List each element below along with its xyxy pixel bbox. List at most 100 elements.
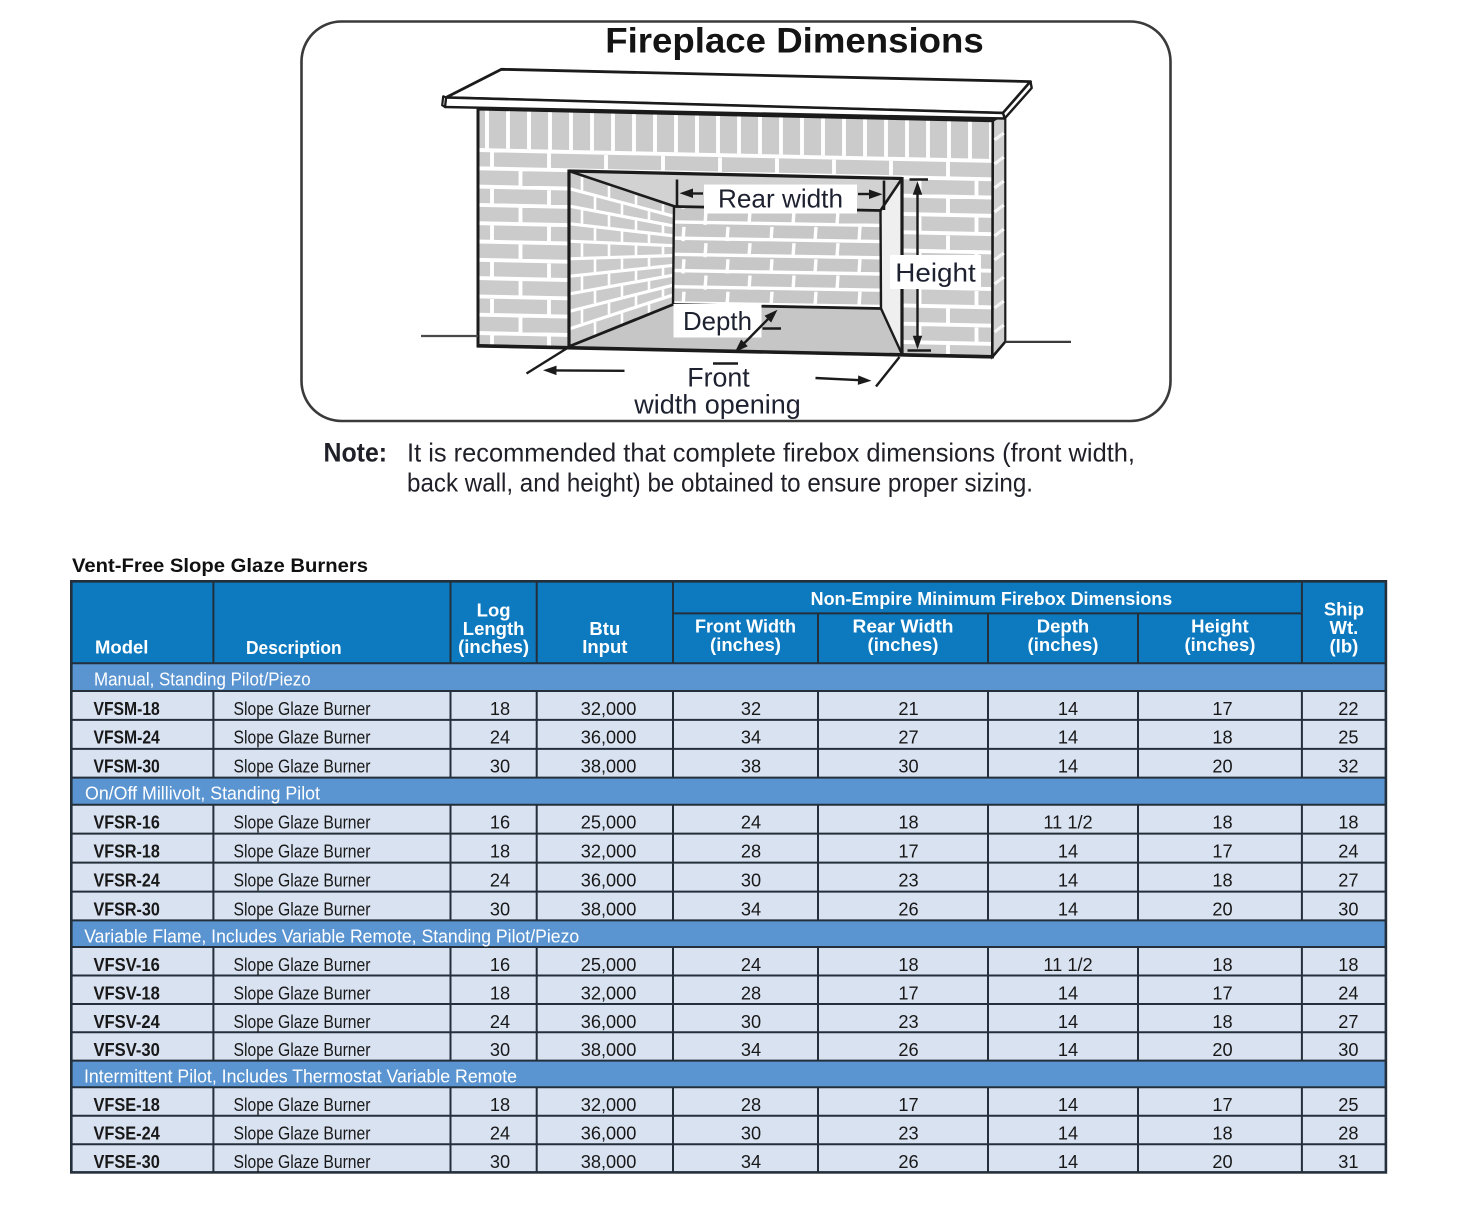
svg-text:30: 30: [490, 899, 510, 919]
svg-text:Manual, Standing Pilot/Piezo: Manual, Standing Pilot/Piezo: [94, 668, 311, 689]
svg-text:24: 24: [490, 870, 510, 890]
svg-text:VFSM-18: VFSM-18: [94, 699, 160, 719]
svg-text:17: 17: [898, 1095, 918, 1115]
svg-text:27: 27: [1338, 870, 1358, 890]
svg-text:VFSM-30: VFSM-30: [94, 757, 160, 777]
svg-text:32,000: 32,000: [581, 983, 637, 1003]
svg-text:VFSR-18: VFSR-18: [94, 841, 160, 861]
svg-text:Slope Glaze Burner: Slope Glaze Burner: [234, 955, 371, 975]
svg-text:38,000: 38,000: [581, 899, 637, 919]
svg-text:Slope Glaze Burner: Slope Glaze Burner: [234, 983, 371, 1003]
svg-text:36,000: 36,000: [581, 1124, 637, 1144]
svg-text:30: 30: [1338, 1040, 1358, 1060]
svg-text:25: 25: [1338, 728, 1358, 748]
svg-text:28: 28: [741, 983, 761, 1003]
svg-text:18: 18: [1212, 1124, 1232, 1144]
svg-text:36,000: 36,000: [581, 870, 637, 890]
svg-text:32,000: 32,000: [581, 841, 637, 861]
svg-text:Non-Empire Minimum Firebox Dim: Non-Empire Minimum Firebox Dimensions: [811, 588, 1173, 609]
svg-text:Intermittent Pilot, Includes T: Intermittent Pilot, Includes Thermostat …: [84, 1066, 517, 1087]
svg-text:14: 14: [1058, 1124, 1078, 1144]
svg-text:20: 20: [1212, 899, 1232, 919]
svg-text:38,000: 38,000: [581, 1152, 637, 1172]
svg-text:Slope Glaze Burner: Slope Glaze Burner: [234, 728, 371, 748]
svg-text:(inches): (inches): [1184, 634, 1255, 655]
svg-text:18: 18: [1212, 813, 1232, 833]
svg-text:32,000: 32,000: [581, 1095, 637, 1115]
svg-text:Slope Glaze Burner: Slope Glaze Burner: [234, 1095, 371, 1115]
svg-text:26: 26: [898, 899, 918, 919]
svg-text:VFSV-30: VFSV-30: [94, 1040, 160, 1060]
svg-text:34: 34: [741, 899, 761, 919]
svg-text:On/Off Millivolt, Standing Pil: On/Off Millivolt, Standing Pilot: [85, 783, 320, 804]
svg-text:Slope Glaze Burner: Slope Glaze Burner: [234, 1152, 371, 1172]
svg-text:23: 23: [898, 1012, 918, 1032]
svg-text:Note:: Note:: [324, 437, 388, 467]
svg-text:14: 14: [1058, 1152, 1078, 1172]
svg-text:30: 30: [898, 757, 918, 777]
svg-text:23: 23: [898, 1124, 918, 1144]
svg-text:14: 14: [1058, 1040, 1078, 1060]
svg-text:Slope Glaze Burner: Slope Glaze Burner: [234, 870, 371, 890]
svg-text:24: 24: [1338, 841, 1358, 861]
svg-text:18: 18: [490, 983, 510, 1003]
svg-text:16: 16: [490, 955, 510, 975]
svg-text:18: 18: [1212, 1012, 1232, 1032]
svg-text:Vent-Free Slope Glaze Burners: Vent-Free Slope Glaze Burners: [72, 555, 368, 577]
svg-text:Slope Glaze Burner: Slope Glaze Burner: [234, 1040, 371, 1060]
svg-text:17: 17: [898, 983, 918, 1003]
svg-text:28: 28: [741, 841, 761, 861]
svg-text:25: 25: [1338, 1095, 1358, 1115]
svg-text:Input: Input: [582, 636, 627, 657]
svg-text:(lb): (lb): [1330, 635, 1359, 656]
svg-text:28: 28: [1338, 1124, 1358, 1144]
svg-text:14: 14: [1058, 841, 1078, 861]
svg-text:34: 34: [741, 1152, 761, 1172]
svg-text:11 1/2: 11 1/2: [1043, 813, 1092, 833]
svg-text:24: 24: [490, 1124, 510, 1144]
svg-text:18: 18: [1212, 955, 1232, 975]
svg-text:Depth: Depth: [683, 306, 752, 336]
svg-text:width opening: width opening: [633, 390, 800, 420]
svg-text:14: 14: [1058, 699, 1078, 719]
svg-text:26: 26: [898, 1152, 918, 1172]
svg-text:36,000: 36,000: [581, 1012, 637, 1032]
svg-text:38: 38: [741, 757, 761, 777]
svg-text:VFSE-30: VFSE-30: [94, 1152, 160, 1172]
svg-text:38,000: 38,000: [581, 1040, 637, 1060]
svg-text:Rear width: Rear width: [718, 184, 843, 214]
svg-text:30: 30: [490, 757, 510, 777]
svg-text:Slope Glaze Burner: Slope Glaze Burner: [234, 699, 371, 719]
svg-text:30: 30: [1338, 899, 1358, 919]
svg-text:Slope Glaze Burner: Slope Glaze Burner: [234, 1012, 371, 1032]
svg-text:17: 17: [1212, 1095, 1232, 1115]
svg-text:VFSV-24: VFSV-24: [94, 1012, 160, 1032]
svg-text:30: 30: [741, 1124, 761, 1144]
svg-text:14: 14: [1058, 1012, 1078, 1032]
svg-text:32,000: 32,000: [581, 699, 637, 719]
svg-text:18: 18: [1338, 813, 1358, 833]
svg-text:VFSV-16: VFSV-16: [94, 955, 160, 975]
svg-text:14: 14: [1058, 983, 1078, 1003]
svg-text:18: 18: [1212, 870, 1232, 890]
svg-text:VFSE-24: VFSE-24: [94, 1124, 160, 1144]
svg-text:Description: Description: [246, 637, 342, 658]
svg-text:24: 24: [741, 813, 761, 833]
svg-text:(inches): (inches): [458, 636, 529, 657]
svg-text:25,000: 25,000: [581, 955, 637, 975]
svg-text:18: 18: [490, 1095, 510, 1115]
svg-text:(inches): (inches): [710, 634, 781, 655]
svg-text:17: 17: [898, 841, 918, 861]
svg-text:18: 18: [898, 955, 918, 975]
svg-text:24: 24: [490, 1012, 510, 1032]
svg-text:20: 20: [1212, 757, 1232, 777]
svg-text:17: 17: [1212, 983, 1232, 1003]
svg-text:14: 14: [1058, 728, 1078, 748]
svg-text:25,000: 25,000: [581, 813, 637, 833]
svg-text:VFSV-18: VFSV-18: [94, 983, 160, 1003]
svg-text:30: 30: [741, 870, 761, 890]
svg-text:(inches): (inches): [1028, 634, 1099, 655]
svg-text:24: 24: [1338, 983, 1358, 1003]
svg-text:18: 18: [490, 699, 510, 719]
svg-text:14: 14: [1058, 899, 1078, 919]
